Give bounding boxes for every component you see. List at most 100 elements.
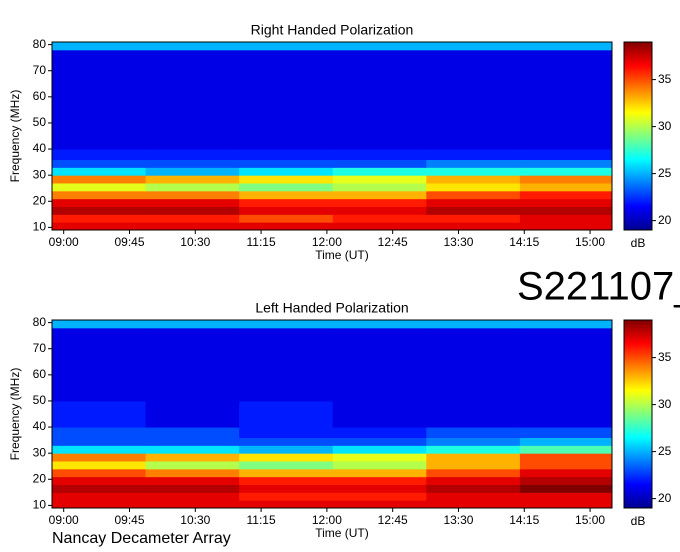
heatmap-cell (52, 122, 147, 150)
heatmap-cell (145, 198, 240, 207)
heatmap-cell (145, 96, 240, 124)
heatmap-cell (519, 198, 613, 207)
heatmap-cell (239, 175, 334, 184)
x-tick-label: 11:15 (247, 513, 276, 527)
x-tick-label: 15:00 (575, 513, 605, 527)
heatmap-cell (52, 96, 147, 124)
heatmap-cell (332, 437, 427, 446)
y-tick-label: 50 (33, 115, 47, 129)
heatmap-cell (519, 427, 613, 438)
colorbar (623, 41, 653, 231)
heatmap-cell (145, 49, 240, 72)
heatmap-cell (52, 484, 147, 493)
y-tick-label: 50 (33, 393, 47, 407)
heatmap-cell (52, 42, 147, 51)
heatmap-cell (332, 70, 427, 98)
heatmap-cell (332, 206, 427, 215)
x-tick-label: 09:00 (49, 513, 79, 527)
heatmap-cell (519, 222, 613, 231)
heatmap-cell (52, 198, 147, 207)
plot-frame (51, 41, 613, 231)
y-tick-label: 70 (33, 63, 47, 77)
heatmap-cell (239, 167, 334, 176)
heatmap-cell (332, 348, 427, 376)
heatmap-cell (519, 453, 613, 462)
x-tick-label: 12:00 (312, 235, 342, 249)
heatmap-cell (52, 427, 147, 438)
heatmap-cell (145, 461, 240, 470)
heatmap-cell (145, 427, 240, 438)
heatmap-cell (239, 327, 334, 350)
heatmap-cell (239, 453, 334, 462)
heatmap-cell (239, 49, 334, 72)
heatmap-cell (519, 122, 613, 150)
colorbar-tick-label: 25 (658, 444, 672, 458)
heatmap-cell (332, 49, 427, 72)
heatmap-cell (332, 214, 427, 223)
heatmap-cell (519, 167, 613, 176)
heatmap-cell (519, 400, 613, 428)
heatmap-cell (332, 198, 427, 207)
footer-credit: Nancay Decameter Array (52, 530, 231, 547)
heatmap-cell (332, 175, 427, 184)
heatmap-cell (426, 461, 521, 470)
heatmap-cell (332, 320, 427, 329)
heatmap-cell (426, 190, 521, 200)
heatmap-cell (332, 149, 427, 160)
y-tick-label: 60 (33, 89, 47, 103)
heatmap-cell (52, 500, 147, 509)
heatmap-cell (519, 461, 613, 470)
y-tick-label: 70 (33, 341, 47, 355)
heatmap-cell (145, 167, 240, 176)
colorbar-label: dB (631, 236, 646, 250)
heatmap-cell (426, 320, 521, 329)
y-tick-label: 10 (33, 498, 47, 512)
y-tick-label: 10 (33, 220, 47, 234)
heatmap-cell (145, 122, 240, 150)
heatmap-cell (239, 492, 334, 501)
heatmap-cell (52, 206, 147, 215)
heatmap-cell (332, 167, 427, 176)
heatmap-cell (426, 484, 521, 493)
heatmap-cell (52, 492, 147, 501)
chart-title: Left Handed Polarization (255, 300, 408, 316)
heatmap-cell (52, 476, 147, 485)
heatmap-cell (145, 327, 240, 350)
heatmap-cell (145, 206, 240, 215)
heatmap-cell (426, 96, 521, 124)
heatmap-cell (332, 374, 427, 402)
heatmap-cell (426, 198, 521, 207)
heatmap-cell (426, 427, 521, 438)
heatmap-cell (426, 49, 521, 72)
heatmap-cell (519, 492, 613, 501)
heatmap-cell (239, 374, 334, 402)
heatmap-cell (519, 320, 613, 329)
colorbar-tick-label: 20 (658, 213, 672, 227)
heatmap-cell (239, 70, 334, 98)
heatmap-cell (239, 468, 334, 478)
heatmap-cell (239, 427, 334, 438)
heatmap-cell (332, 468, 427, 478)
colorbar-tick-label: 25 (658, 166, 672, 180)
heatmap-cell (52, 461, 147, 470)
y-tick-label: 40 (33, 419, 47, 433)
y-tick-label: 20 (33, 471, 47, 485)
heatmap-cell (145, 348, 240, 376)
heatmap-cell (332, 445, 427, 454)
heatmap-cell (332, 453, 427, 462)
heatmap-cell (145, 159, 240, 168)
heatmap-cell (145, 374, 240, 402)
heatmap-cell (145, 175, 240, 184)
heatmap-cell (239, 190, 334, 200)
heatmap-cell (145, 70, 240, 98)
heatmap-cell (332, 400, 427, 428)
x-tick-label: 12:45 (378, 235, 408, 249)
heatmap-cell (52, 149, 147, 160)
heatmap-cell (239, 222, 334, 231)
heatmap-cell (519, 190, 613, 200)
heatmap-cell (332, 190, 427, 200)
heatmap-cell (426, 492, 521, 501)
heatmap-cell (145, 468, 240, 478)
heatmap-cell (332, 222, 427, 231)
